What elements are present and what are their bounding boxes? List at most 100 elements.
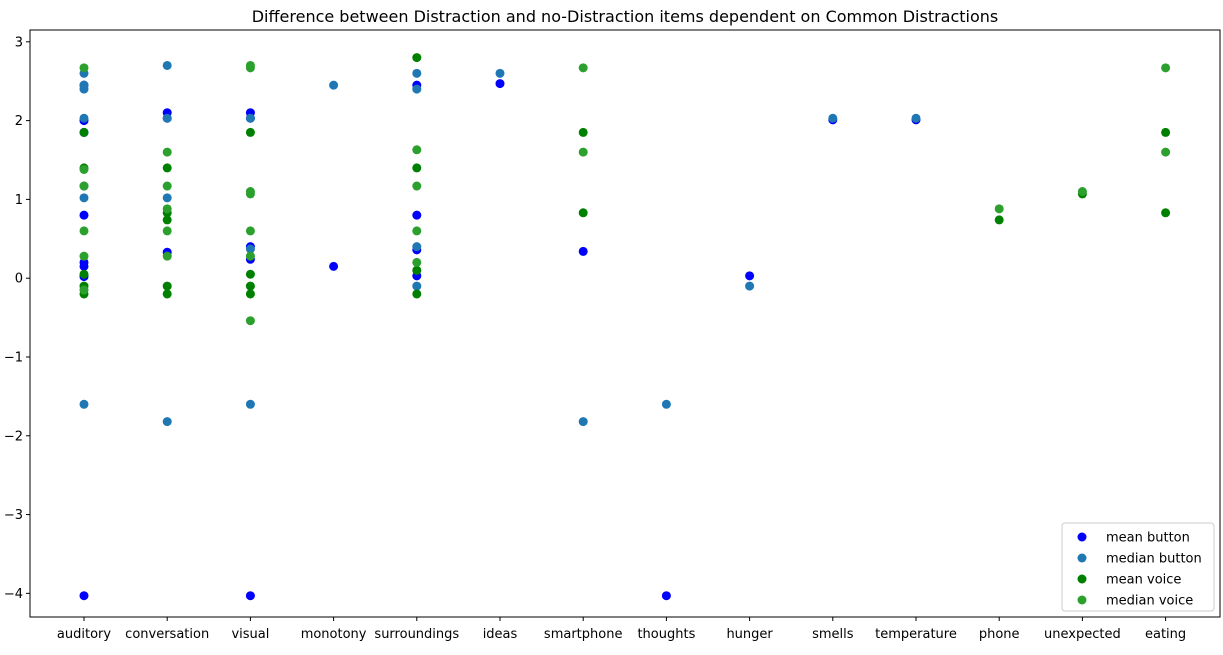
data-point bbox=[162, 226, 172, 236]
data-point bbox=[329, 261, 339, 271]
x-tick-label: thoughts bbox=[637, 627, 695, 642]
data-point bbox=[79, 285, 89, 295]
data-point bbox=[245, 269, 255, 279]
data-point bbox=[162, 204, 172, 214]
data-point bbox=[79, 257, 89, 267]
data-point bbox=[412, 53, 422, 63]
data-point bbox=[79, 399, 89, 409]
legend-marker bbox=[1077, 574, 1087, 584]
y-tick-label: 3 bbox=[15, 35, 23, 50]
data-point bbox=[162, 193, 172, 203]
data-point bbox=[79, 164, 89, 174]
data-points bbox=[79, 53, 1171, 601]
data-point bbox=[412, 265, 422, 275]
data-point bbox=[79, 63, 89, 73]
data-point bbox=[412, 145, 422, 155]
data-point bbox=[245, 591, 255, 601]
data-point bbox=[578, 147, 588, 157]
x-tick-label: eating bbox=[1145, 627, 1186, 642]
data-point bbox=[79, 80, 89, 90]
data-point bbox=[578, 63, 588, 73]
data-point bbox=[994, 215, 1004, 225]
data-point bbox=[1161, 208, 1171, 218]
data-point bbox=[412, 68, 422, 78]
data-point bbox=[745, 271, 755, 281]
data-point bbox=[245, 281, 255, 291]
y-axis: −4 −3 −2 −1 0 1 2 3 bbox=[4, 35, 30, 602]
x-tick-label: smells bbox=[812, 627, 854, 642]
data-point bbox=[245, 113, 255, 123]
data-point bbox=[162, 60, 172, 70]
data-point bbox=[245, 251, 255, 261]
x-axis: auditory conversation visual monotony surrou… bbox=[57, 617, 1186, 642]
y-tick-label: −1 bbox=[4, 350, 23, 365]
data-point bbox=[412, 226, 422, 236]
data-point bbox=[162, 113, 172, 123]
plot-area bbox=[29, 29, 1221, 618]
x-tick-label: phone bbox=[979, 627, 1020, 642]
data-point bbox=[1161, 63, 1171, 73]
data-point bbox=[79, 127, 89, 137]
data-point bbox=[245, 289, 255, 299]
data-point bbox=[245, 244, 255, 254]
data-point bbox=[578, 417, 588, 427]
data-point bbox=[412, 289, 422, 299]
x-tick-label: ideas bbox=[483, 627, 518, 642]
legend: mean button median button mean voice median… bbox=[1061, 522, 1215, 612]
data-point bbox=[412, 163, 422, 173]
data-point bbox=[412, 281, 422, 291]
data-point bbox=[162, 289, 172, 299]
data-point bbox=[162, 281, 172, 291]
data-point bbox=[79, 210, 89, 220]
legend-marker bbox=[1077, 595, 1087, 605]
data-point bbox=[79, 591, 89, 601]
data-point bbox=[828, 113, 838, 123]
series-median-button bbox=[79, 60, 921, 427]
data-point bbox=[162, 417, 172, 427]
data-point bbox=[745, 281, 755, 291]
data-point bbox=[1077, 187, 1087, 197]
legend-label: median button bbox=[1106, 552, 1202, 567]
chart-title: Difference between Distraction and no-Di… bbox=[252, 7, 999, 26]
data-point bbox=[245, 316, 255, 326]
x-tick-label: conversation bbox=[125, 627, 209, 642]
legend-label: median voice bbox=[1106, 594, 1193, 609]
y-tick-label: 1 bbox=[15, 193, 23, 208]
data-point bbox=[162, 181, 172, 191]
x-tick-label: hunger bbox=[726, 627, 773, 642]
data-point bbox=[412, 257, 422, 267]
data-point bbox=[578, 208, 588, 218]
y-tick-label: −2 bbox=[4, 429, 23, 444]
x-tick-label: surroundings bbox=[374, 627, 459, 642]
data-point bbox=[661, 591, 671, 601]
data-point bbox=[245, 60, 255, 70]
x-tick-label: monotony bbox=[301, 627, 367, 642]
data-point bbox=[79, 251, 89, 261]
x-tick-label: smartphone bbox=[544, 627, 623, 642]
data-point bbox=[245, 399, 255, 409]
x-tick-label: unexpected bbox=[1044, 627, 1121, 642]
data-point bbox=[412, 242, 422, 252]
x-tick-label: temperature bbox=[875, 627, 957, 642]
legend-label: mean voice bbox=[1106, 573, 1181, 588]
y-tick-label: 0 bbox=[15, 272, 23, 287]
data-point bbox=[162, 147, 172, 157]
data-point bbox=[79, 269, 89, 279]
data-point bbox=[1161, 127, 1171, 137]
legend-label: mean button bbox=[1106, 531, 1190, 546]
data-point bbox=[79, 193, 89, 203]
data-point bbox=[162, 163, 172, 173]
x-tick-label: visual bbox=[231, 627, 269, 642]
data-point bbox=[79, 113, 89, 123]
data-point bbox=[162, 215, 172, 225]
legend-box bbox=[1061, 522, 1215, 612]
data-point bbox=[661, 399, 671, 409]
data-point bbox=[994, 204, 1004, 214]
y-tick-label: −3 bbox=[4, 508, 23, 523]
data-point bbox=[911, 113, 921, 123]
data-point bbox=[245, 187, 255, 197]
data-point bbox=[412, 84, 422, 94]
data-point bbox=[79, 226, 89, 236]
y-tick-label: 2 bbox=[15, 114, 23, 129]
data-point bbox=[1161, 147, 1171, 157]
